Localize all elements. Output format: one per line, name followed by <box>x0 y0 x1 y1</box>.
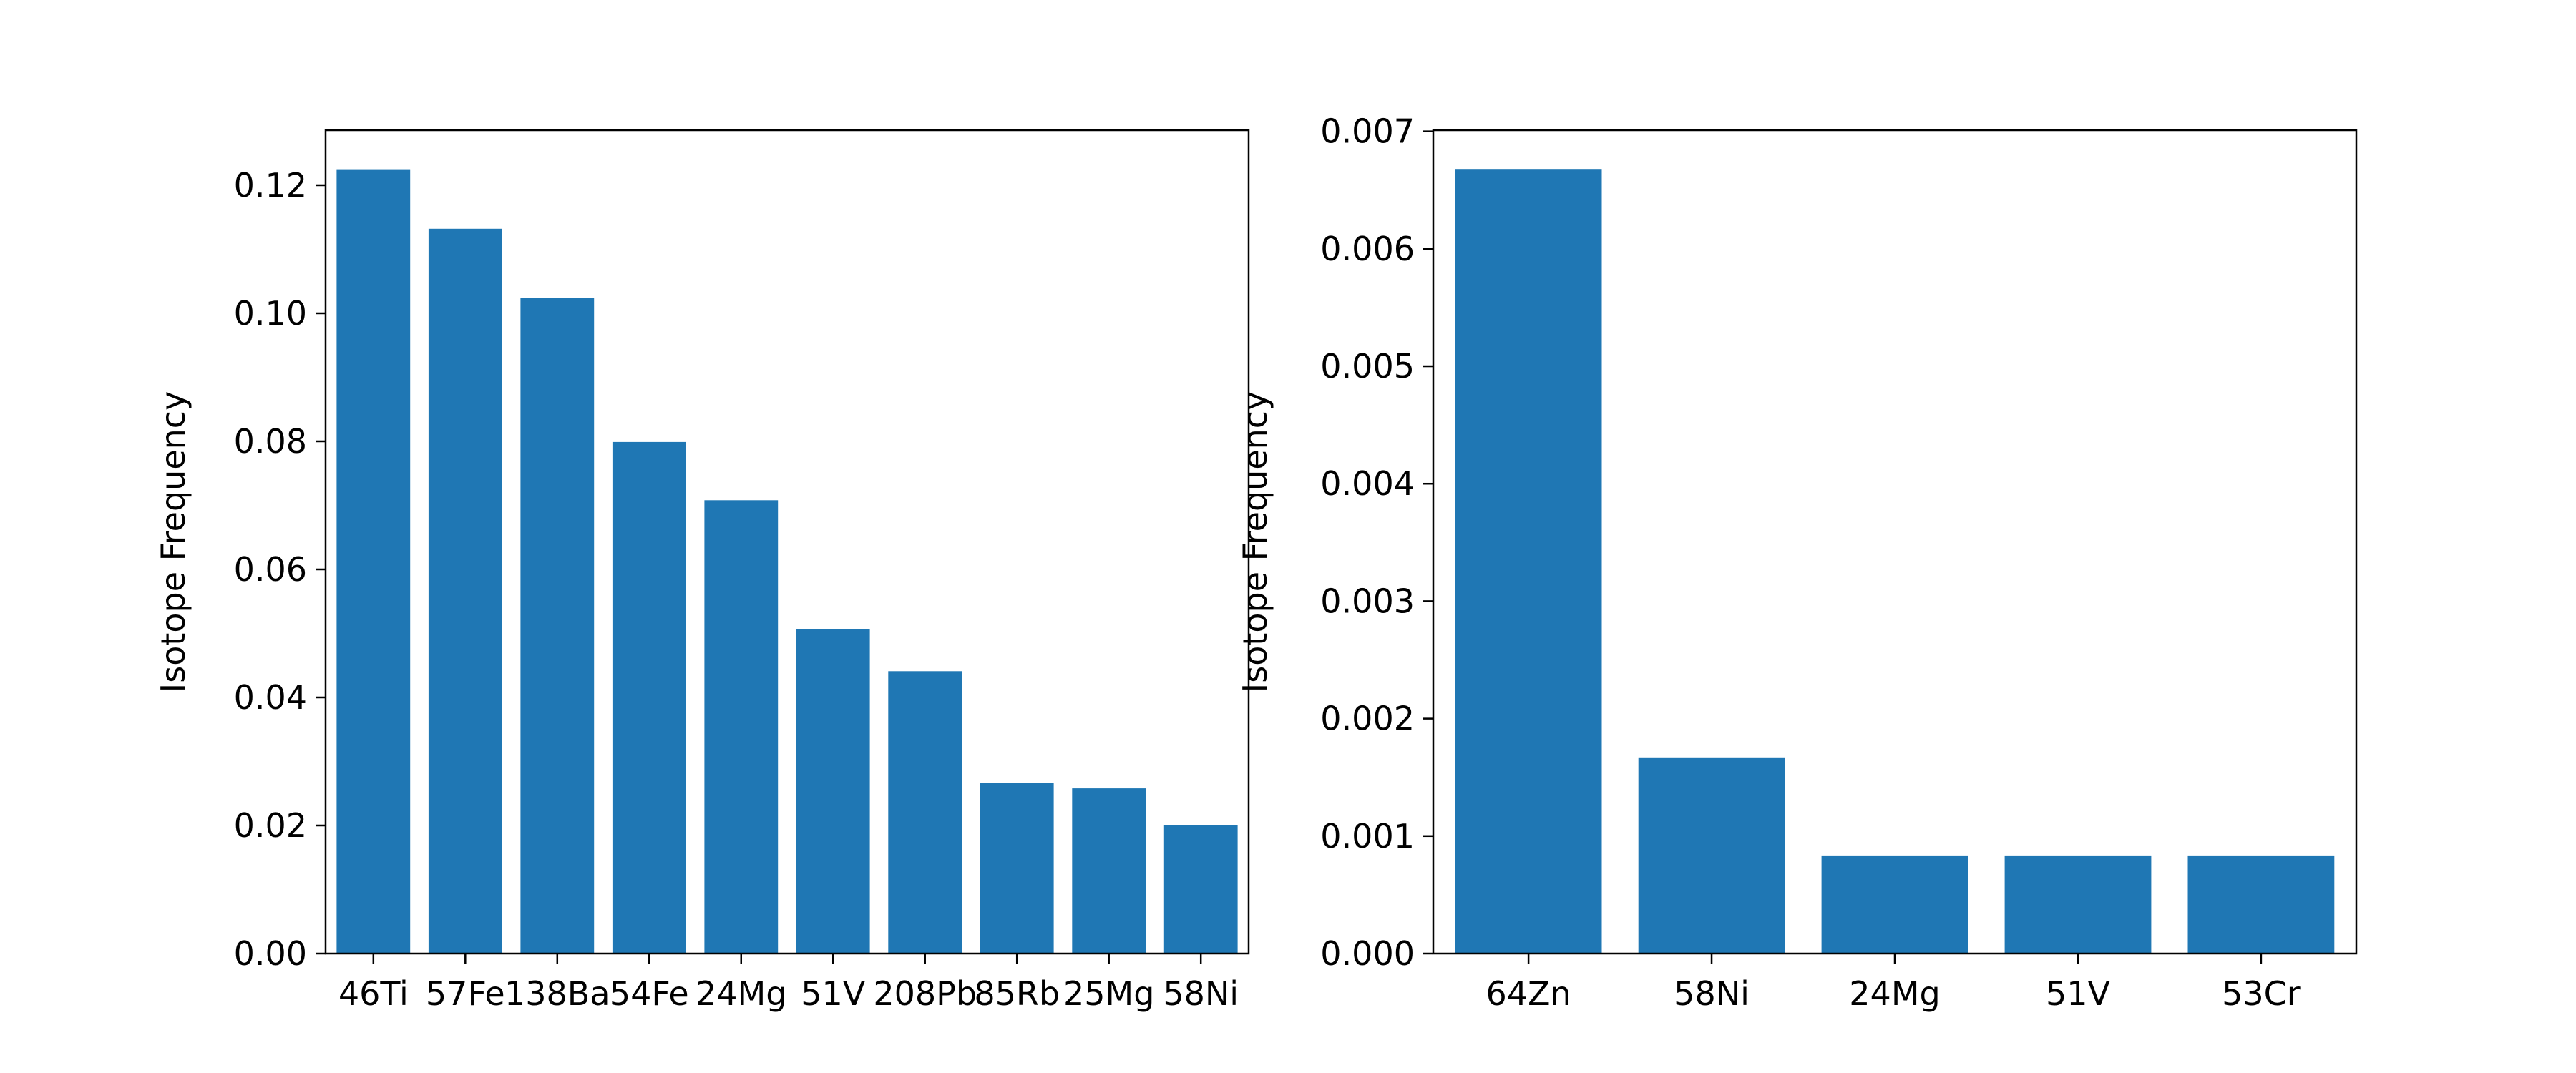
x-tick-label: 138Ba <box>504 974 610 1013</box>
x-tick-label: 51V <box>2046 974 2111 1013</box>
y-axis-label: Isotope Frequency <box>154 391 192 693</box>
y-tick-label: 0.003 <box>1320 582 1415 620</box>
bar-138ba <box>520 298 595 954</box>
y-tick-label: 0.12 <box>234 166 307 205</box>
bar-85rb <box>980 783 1054 954</box>
x-tick-label: 85Rb <box>974 974 1060 1013</box>
bar-54fe <box>612 441 686 954</box>
axes-frame <box>1432 129 2358 955</box>
y-tick-label: 0.06 <box>234 550 307 589</box>
y-tick-label: 0.001 <box>1320 817 1415 856</box>
x-tick-label: 208Pb <box>873 974 977 1013</box>
bar-24mg <box>704 500 779 954</box>
bar-57fe <box>428 228 502 954</box>
x-tick-label: 25Mg <box>1063 974 1154 1013</box>
x-tick-label: 46Ti <box>338 974 409 1013</box>
x-tick-label: 53Cr <box>2222 974 2301 1013</box>
x-tick-label: 58Ni <box>1674 974 1750 1013</box>
x-tick-label: 64Zn <box>1485 974 1571 1013</box>
y-tick-label: 0.004 <box>1320 464 1415 503</box>
bar-53cr <box>2187 855 2335 954</box>
y-tick-label: 0.10 <box>234 294 307 333</box>
bar-58ni <box>1638 757 1785 954</box>
y-tick-label: 0.00 <box>234 934 307 973</box>
y-tick-label: 0.005 <box>1320 347 1415 386</box>
bar-51v <box>2004 855 2152 954</box>
y-tick-label: 0.000 <box>1320 934 1415 973</box>
y-axis-label: Isotope Frequency <box>1236 391 1274 693</box>
x-tick-label: 58Ni <box>1163 974 1239 1013</box>
bar-208pb <box>888 671 962 954</box>
bar-25mg <box>1072 788 1146 954</box>
bar-64zn <box>1455 169 1602 954</box>
x-tick-label: 57Fe <box>426 974 505 1013</box>
x-tick-label: 24Mg <box>1849 974 1940 1013</box>
y-tick-label: 0.006 <box>1320 230 1415 268</box>
bar-46ti <box>336 169 411 954</box>
y-tick-label: 0.08 <box>234 422 307 461</box>
bar-51v <box>796 629 870 954</box>
bar-24mg <box>1821 855 1968 954</box>
y-tick-label: 0.04 <box>234 678 307 717</box>
axes-frame <box>324 129 1250 955</box>
x-tick-label: 24Mg <box>696 974 786 1013</box>
bar-58ni <box>1163 825 1238 954</box>
y-tick-label: 0.007 <box>1320 112 1415 151</box>
y-tick-label: 0.02 <box>234 806 307 845</box>
right-bar-chart: 64Zn 58Ni 24Mg 51V 53Cr 0.000 0.001 0.002 0.003 0… <box>1236 112 2358 1013</box>
x-tick-label: 54Fe <box>610 974 689 1013</box>
x-tick-label: 51V <box>801 974 866 1013</box>
y-tick-label: 0.002 <box>1320 700 1415 738</box>
